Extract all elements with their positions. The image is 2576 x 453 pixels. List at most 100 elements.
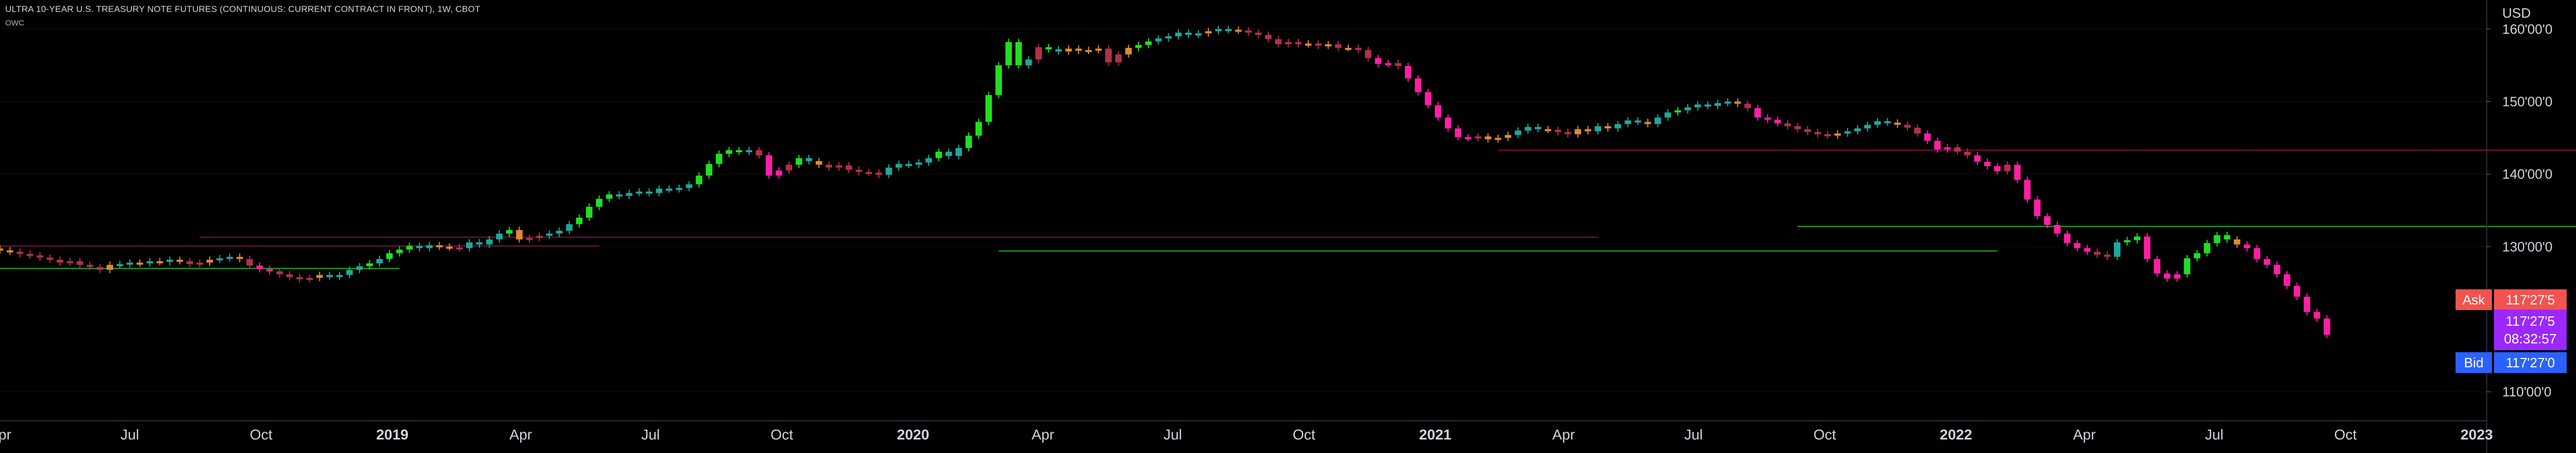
candle-body <box>46 257 53 260</box>
candle <box>1584 126 1591 135</box>
candle <box>1265 31 1272 43</box>
time-tick-label: Jul <box>1684 427 1703 443</box>
candle <box>2244 241 2250 251</box>
candle-body <box>466 242 473 248</box>
candle-body <box>2034 199 2041 217</box>
candle-body <box>1405 66 1412 78</box>
candle-body <box>1774 119 1781 124</box>
candle-body <box>1445 117 1452 129</box>
candle <box>606 191 613 202</box>
candle-body <box>706 164 713 176</box>
candle-body <box>546 233 553 236</box>
candle <box>456 244 463 251</box>
candle-body <box>1684 107 1691 111</box>
candle-body <box>1055 49 1062 52</box>
time-tick-label: Oct <box>250 427 273 443</box>
candle <box>2254 245 2260 262</box>
candle-body <box>1325 44 1332 47</box>
candle-body <box>1994 166 2001 171</box>
candle <box>586 203 593 221</box>
candle-body <box>356 266 363 270</box>
candle-body <box>1255 32 1262 35</box>
time-tick-label: Jul <box>1163 427 1182 443</box>
candle <box>2044 212 2051 229</box>
candle <box>1365 47 1372 62</box>
candle-body <box>2134 236 2140 241</box>
candle <box>1425 89 1432 109</box>
time-tick-label: Apr <box>2073 427 2096 443</box>
candle <box>1684 104 1691 114</box>
candle-body <box>1115 54 1122 63</box>
candle-body <box>2004 165 2011 171</box>
candle-body <box>736 150 742 153</box>
candle-body <box>1944 147 1951 150</box>
candle <box>2313 309 2321 322</box>
candle <box>1734 98 1741 107</box>
candle <box>1864 121 1871 132</box>
candle <box>1784 120 1791 130</box>
candle <box>686 181 693 191</box>
candle-body <box>406 246 413 250</box>
candle-body <box>476 242 483 245</box>
candle-body <box>1914 127 1921 134</box>
candle-body <box>606 194 613 199</box>
candle <box>1305 40 1312 48</box>
candle <box>356 263 363 273</box>
support-resistance-levels <box>0 150 2576 269</box>
time-tick-label: Apr <box>509 427 532 443</box>
candle <box>2113 239 2121 260</box>
candle-body <box>186 261 193 264</box>
candle-body <box>1964 151 1971 155</box>
candle <box>0 245 4 254</box>
candle <box>336 272 343 280</box>
candle-body <box>1874 121 1881 125</box>
candle <box>1135 42 1142 51</box>
candle <box>2153 256 2161 277</box>
candle <box>1644 118 1651 128</box>
candle <box>1814 128 1821 138</box>
currency-label: USD <box>2502 5 2531 21</box>
candle <box>1794 123 1801 132</box>
candle <box>1125 44 1132 58</box>
candle <box>1025 56 1032 69</box>
candle <box>2303 293 2310 315</box>
candle <box>2204 239 2211 257</box>
candle-body <box>1474 136 1482 139</box>
candle <box>1345 44 1352 51</box>
candle <box>1634 117 1642 125</box>
candle <box>1215 25 1222 35</box>
candle <box>1235 26 1242 34</box>
candle <box>66 258 73 266</box>
candle <box>1295 38 1302 48</box>
candle <box>106 261 113 273</box>
candle-body <box>2254 248 2260 259</box>
time-tick-label: Oct <box>770 427 793 443</box>
candle <box>6 247 13 255</box>
candle <box>1854 125 1861 135</box>
candle <box>1704 101 1711 110</box>
candle-body <box>116 264 124 267</box>
candle <box>1394 60 1402 70</box>
candle-body <box>1954 147 1961 152</box>
candle <box>885 164 892 178</box>
candle <box>1844 128 1851 137</box>
candle-body <box>1894 123 1901 125</box>
candle <box>1245 27 1252 36</box>
candle <box>626 190 633 199</box>
time-tick-label: 2020 <box>897 427 929 443</box>
candle <box>466 239 473 251</box>
candle-body <box>1065 48 1072 52</box>
candle-body <box>2153 259 2161 274</box>
grid <box>0 29 2487 392</box>
candle <box>1884 117 1891 126</box>
candle <box>286 271 293 281</box>
candle <box>595 195 603 210</box>
candle <box>2323 315 2330 338</box>
candle-body <box>436 245 443 248</box>
candle-body <box>1784 123 1791 126</box>
candle <box>216 255 223 263</box>
price-tick-label: 140'00'0 <box>2502 166 2553 182</box>
candle-body <box>1754 108 1761 118</box>
candle <box>1514 127 1522 139</box>
